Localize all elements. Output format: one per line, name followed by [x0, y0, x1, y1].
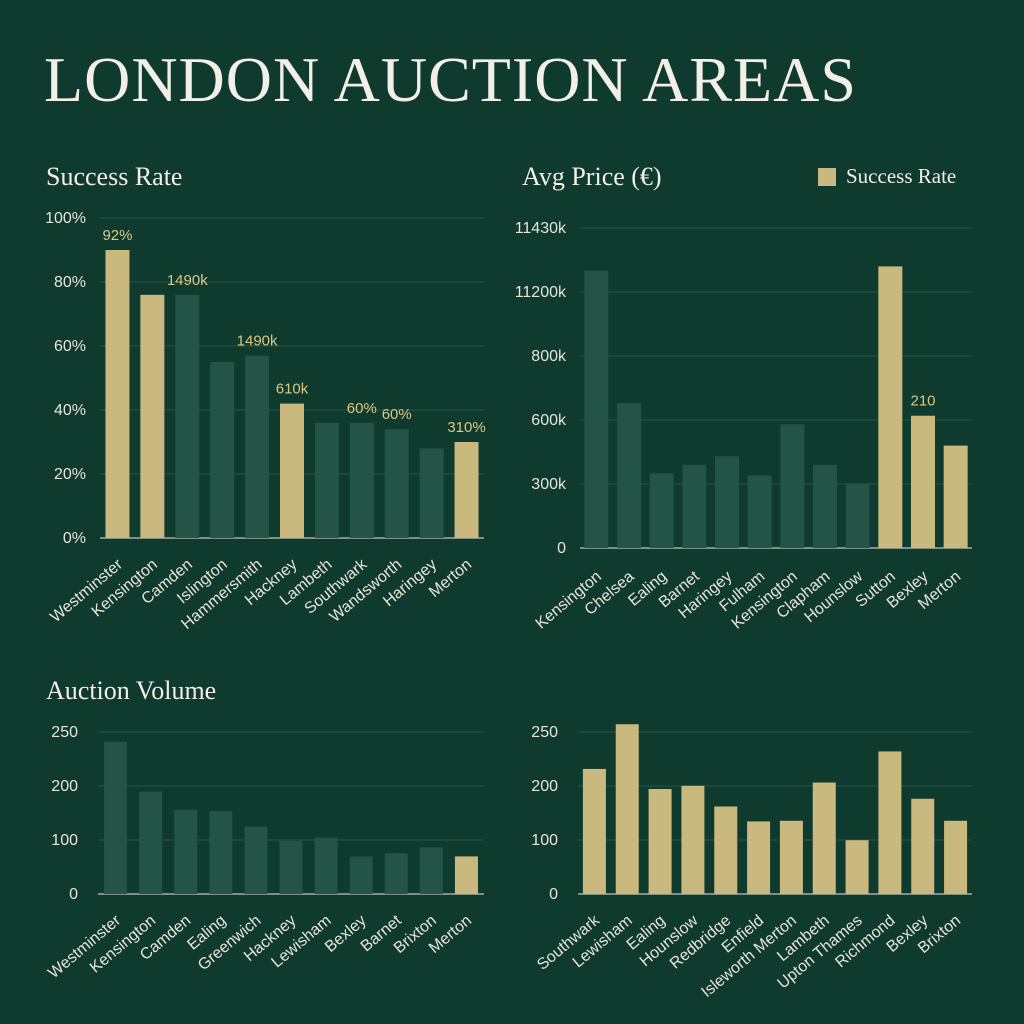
bar [245, 355, 270, 538]
bar [384, 429, 409, 538]
bar [280, 403, 304, 538]
bar [911, 415, 935, 548]
y-tick-label: 100 [51, 832, 78, 849]
bar [174, 809, 198, 894]
y-tick-label: 600k [531, 412, 567, 429]
data-label: 310% [447, 419, 485, 436]
bar [584, 270, 609, 548]
y-tick-label: 250 [51, 724, 78, 741]
bar [911, 798, 935, 894]
y-tick-label: 100 [531, 832, 558, 849]
bar [454, 856, 478, 894]
bar [779, 820, 803, 894]
data-label: 60% [347, 400, 377, 417]
bar [279, 840, 303, 894]
y-tick-label: 11430k [515, 220, 567, 237]
bar [617, 402, 641, 548]
bar [615, 724, 639, 894]
bar [682, 464, 707, 548]
y-tick-label: 11200k [515, 284, 567, 301]
bar [209, 811, 233, 894]
avg-price-title: Avg Price (€) [522, 162, 662, 191]
page-title: LONDON AUCTION AREAS [44, 44, 857, 115]
bar [349, 856, 373, 894]
bar [140, 294, 165, 538]
y-tick-label: 0 [549, 886, 558, 903]
y-tick-label: 200 [531, 778, 558, 795]
y-tick-label: 60% [54, 338, 86, 355]
data-label: 60% [382, 406, 412, 423]
bar [349, 422, 374, 538]
bar [845, 840, 869, 894]
bar [210, 362, 235, 538]
bar [813, 464, 837, 548]
bar [780, 424, 805, 548]
legend-swatch [818, 167, 836, 186]
y-tick-label: 0 [69, 886, 78, 903]
auction-volume-title: Auction Volume [46, 676, 217, 705]
bar [649, 473, 674, 548]
bar [715, 456, 739, 548]
bar [943, 445, 968, 548]
bar [878, 266, 903, 548]
y-tick-label: 100% [45, 210, 86, 227]
bar [681, 785, 705, 894]
data-label: 1490k [167, 272, 208, 289]
bar [419, 448, 444, 538]
y-tick-label: 40% [54, 402, 86, 419]
data-label: 610k [276, 381, 309, 398]
bar [714, 806, 738, 894]
bar [384, 853, 408, 894]
bar [139, 791, 163, 894]
bar [845, 484, 870, 548]
bar [175, 294, 200, 538]
y-tick-label: 250 [531, 724, 558, 741]
bar [244, 826, 268, 894]
bar [878, 751, 902, 894]
bar [314, 837, 338, 894]
bar [648, 789, 672, 894]
y-tick-label: 300k [531, 476, 567, 493]
y-tick-label: 20% [54, 466, 86, 483]
y-tick-label: 200 [51, 778, 78, 795]
data-label: 92% [102, 227, 132, 244]
y-tick-label: 0 [557, 540, 566, 557]
bar [812, 782, 836, 894]
y-tick-label: 80% [54, 274, 86, 291]
bar [747, 821, 771, 894]
bar [105, 250, 130, 538]
bar [104, 741, 128, 894]
bar [582, 768, 606, 894]
bar [454, 442, 479, 538]
legend: Success Rate [818, 164, 956, 189]
success-rate-title: Success Rate [46, 162, 183, 191]
bar [419, 847, 443, 894]
legend-label: Success Rate [846, 164, 957, 188]
data-label: 210 [910, 393, 935, 410]
bar [747, 475, 772, 548]
bar [314, 422, 339, 538]
y-tick-label: 0% [63, 530, 86, 547]
data-label: 1490k [237, 333, 278, 350]
bar [944, 820, 968, 894]
y-tick-label: 800k [531, 348, 567, 365]
